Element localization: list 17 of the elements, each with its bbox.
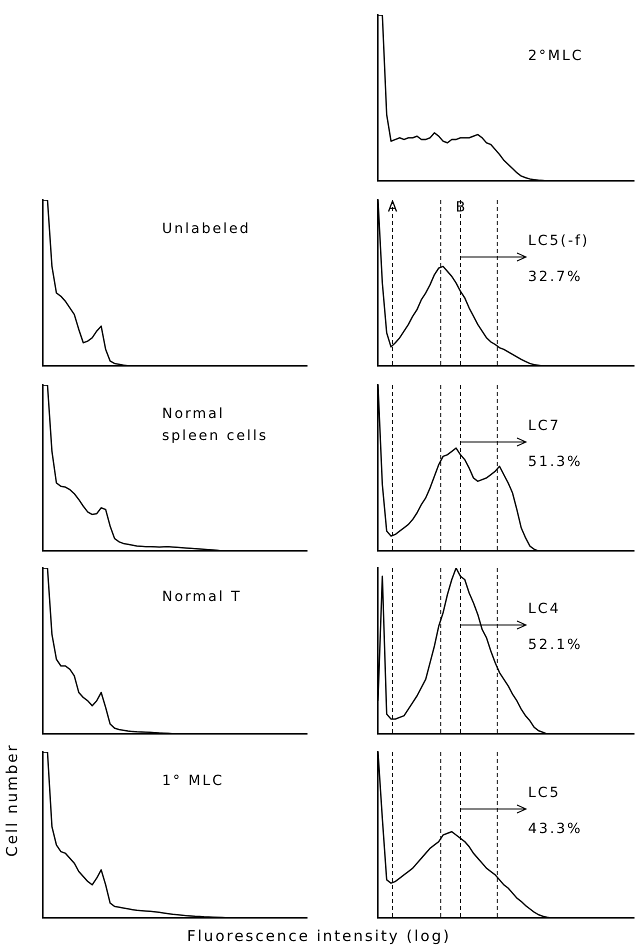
annotation: A xyxy=(388,200,398,216)
text: 1° MLC xyxy=(162,772,224,791)
text: LC4 xyxy=(528,600,560,619)
text: Normal T xyxy=(162,588,242,607)
text: LC7 xyxy=(528,417,560,436)
text: Unlabeled xyxy=(162,220,250,239)
annotation: 52.1% xyxy=(528,636,582,655)
annotation: 32.7% xyxy=(528,268,582,287)
annotation: B xyxy=(456,200,466,216)
annotation: 43.3% xyxy=(528,820,582,839)
text: LC5 xyxy=(528,784,560,803)
text: Normal spleen cells xyxy=(162,405,268,446)
x-axis-title: Fluorescence intensity (log) xyxy=(186,926,452,947)
text: 2°MLC xyxy=(528,47,584,66)
y-axis-title: Cell number xyxy=(2,742,22,859)
annotation: 51.3% xyxy=(528,453,582,472)
text: LC5(-f) xyxy=(528,232,590,251)
